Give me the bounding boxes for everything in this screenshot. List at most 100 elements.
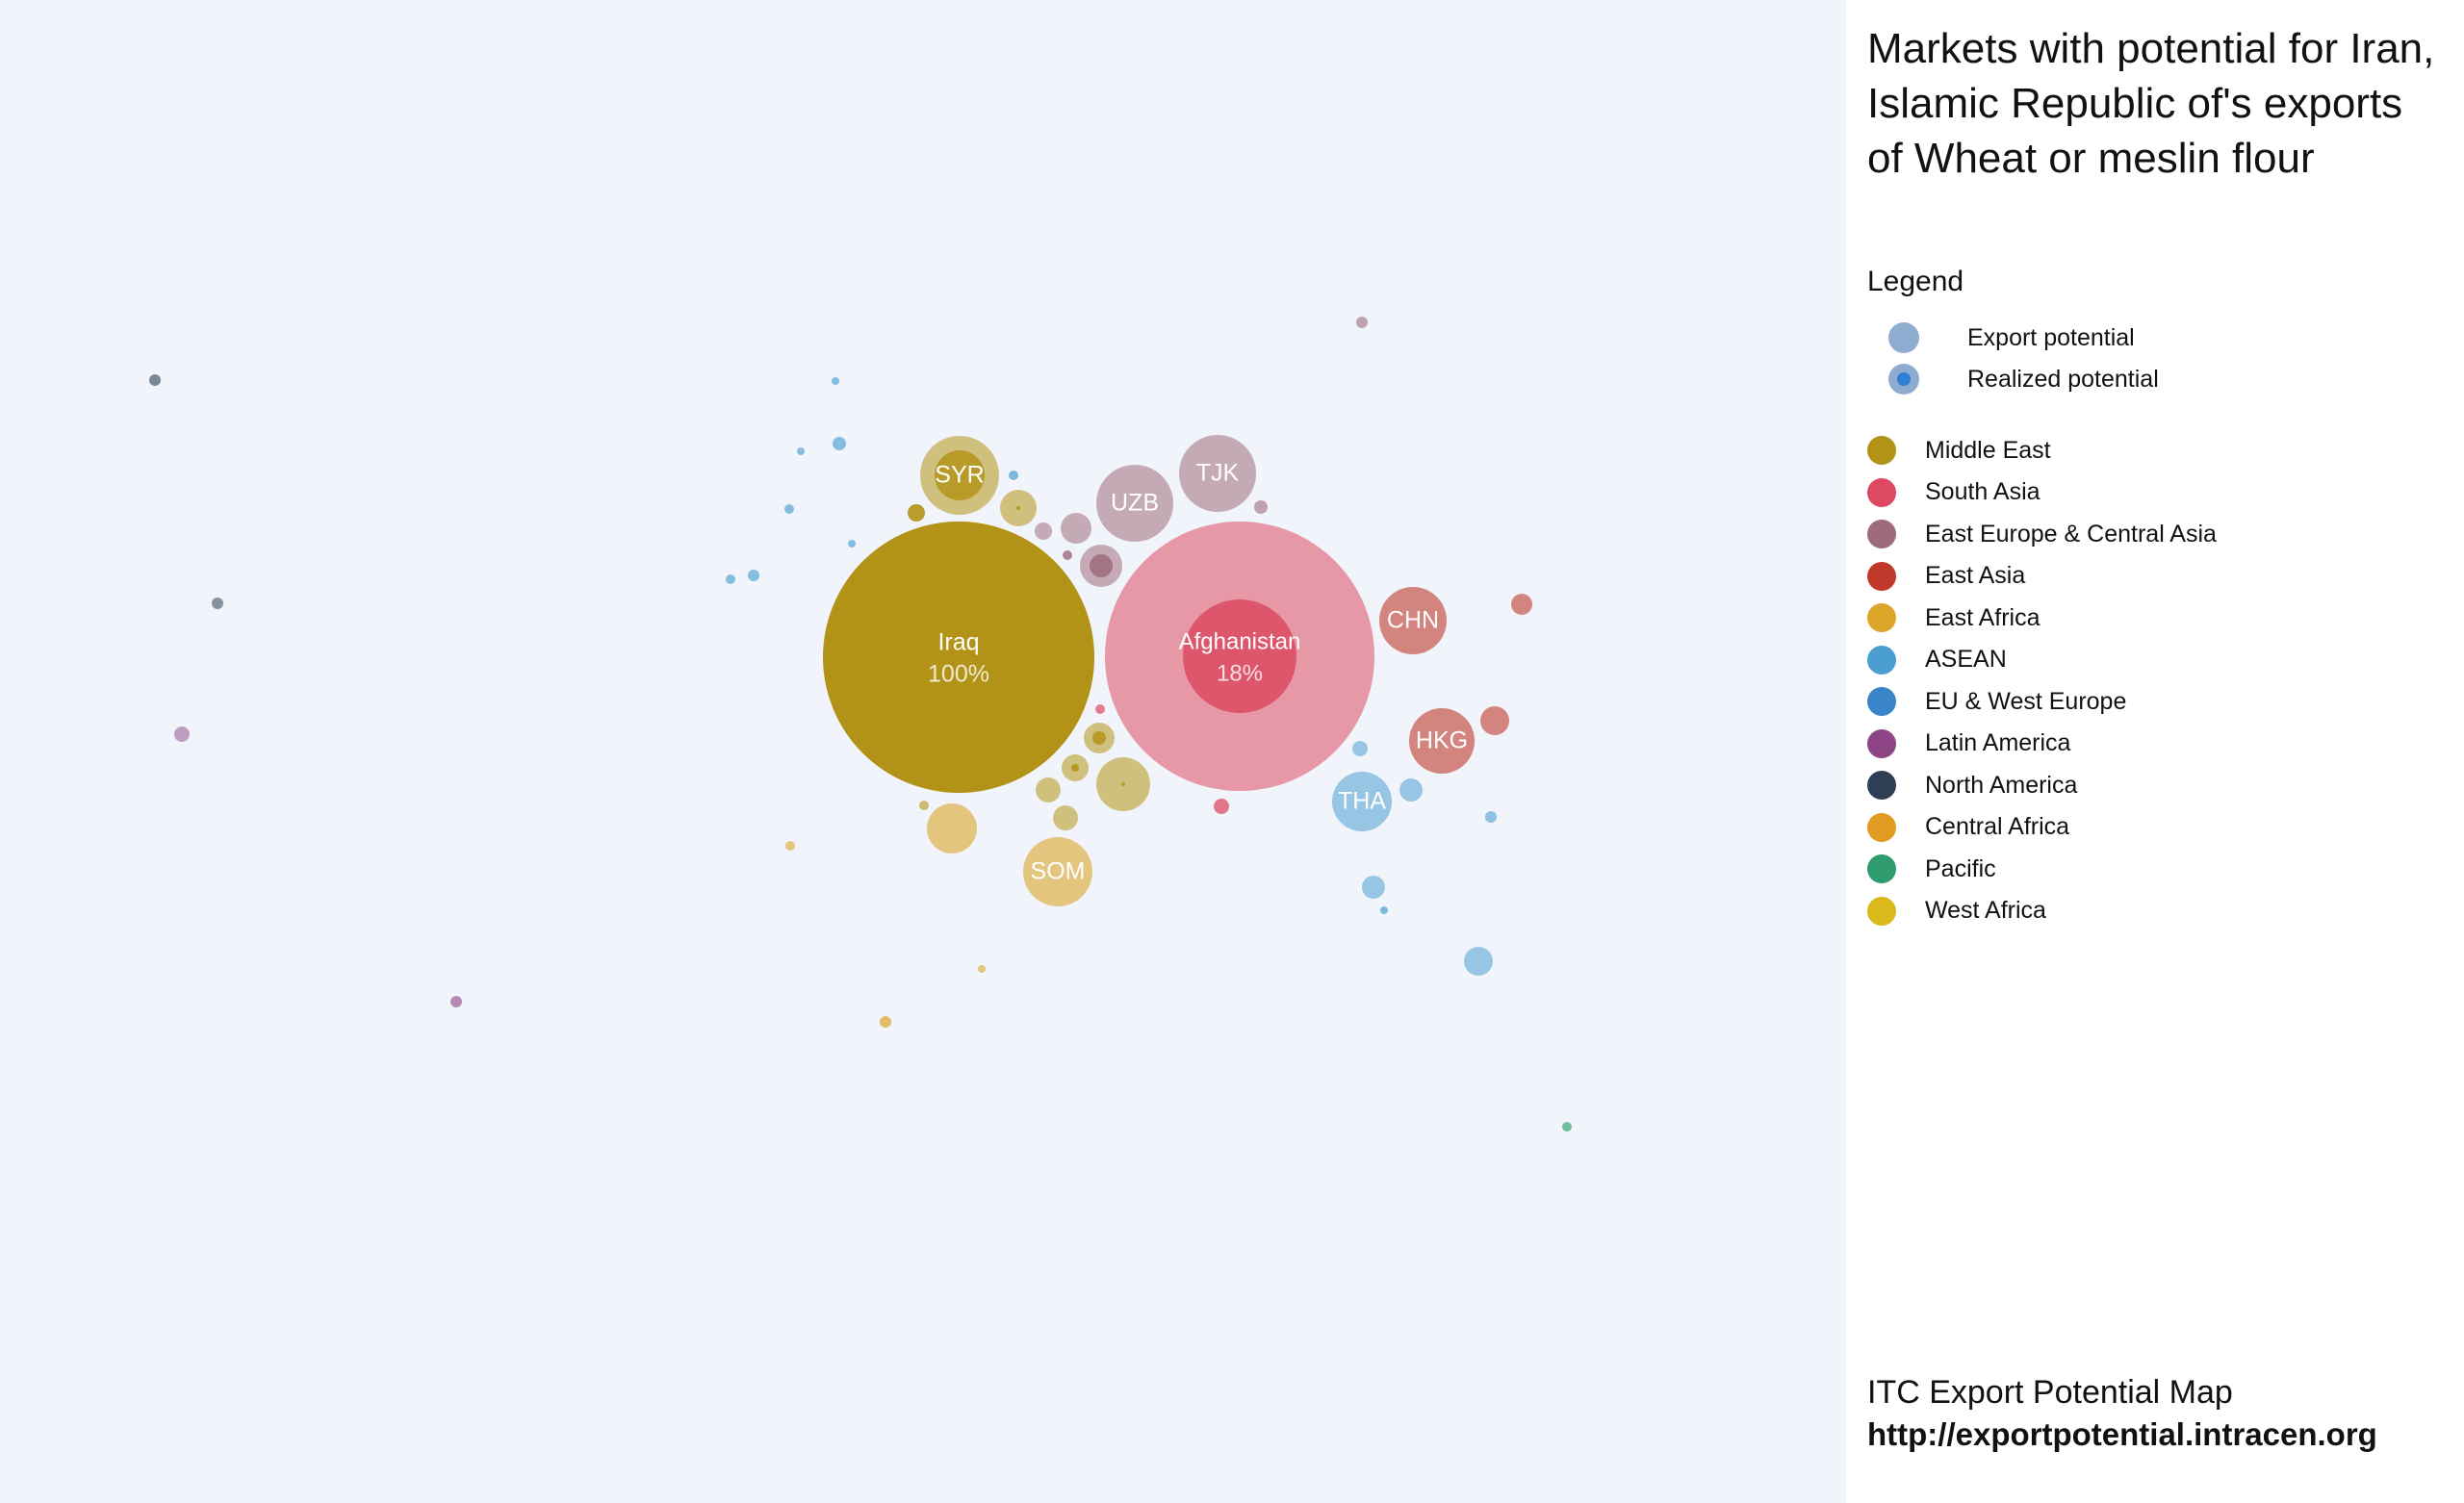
export-potential-icon [1888,322,1919,353]
market-bubble-som[interactable] [1023,837,1092,906]
legend-region-east-asia[interactable]: East Asia [1867,557,2025,596]
realized-potential-mark[interactable] [1121,782,1125,786]
legend-swatch [1867,645,1896,675]
legend-label: Realized potential [1967,365,2159,393]
legend-label: EU & West Europe [1925,687,2127,715]
realized-potential-mark[interactable] [1092,731,1106,745]
market-bubble-east-europe-central-asia[interactable] [1063,550,1072,560]
market-bubble-asean[interactable] [1352,741,1368,756]
legend-label: Latin America [1925,729,2071,756]
realized-potential-syr[interactable] [935,450,985,500]
legend-heading: Legend [1867,266,1964,297]
footer-source: ITC Export Potential Map [1867,1374,2233,1411]
market-bubble-middle-east[interactable] [908,504,925,522]
market-bubble-east-europe-central-asia[interactable] [1061,513,1091,544]
legend-export-potential: Export potential [1867,318,2135,357]
legend-region-east-africa[interactable]: East Africa [1867,599,2040,637]
bubble-label-syr: SYR [935,462,984,489]
legend-label: Central Africa [1925,813,2070,840]
market-bubble-middle-east[interactable] [919,801,929,810]
legend-region-middle-east[interactable]: Middle East [1867,431,2051,470]
legend-label: ASEAN [1925,646,2007,673]
legend-region-south-asia[interactable]: South Asia [1867,473,2040,512]
market-bubble-uzb[interactable] [1096,465,1173,542]
market-bubble-east-asia[interactable] [1480,706,1509,735]
market-bubble-hkg[interactable] [1409,708,1475,774]
market-bubble-middle-east[interactable] [1053,805,1078,830]
market-bubble-asean[interactable] [1362,876,1385,899]
bubble-label-afghanistan: Afghanistan [1179,628,1301,654]
market-bubble-asean[interactable] [1485,811,1497,823]
market-bubble-north-america[interactable] [149,374,161,386]
bubble-label-chn: CHN [1387,607,1439,634]
legend-label: North America [1925,771,2078,799]
market-bubble-pacific[interactable] [1562,1122,1572,1132]
bubble-percent-iraq: 100% [928,661,989,688]
legend-swatch [1867,896,1896,926]
realized-potential-afghanistan[interactable] [1183,599,1296,713]
legend-label: East Europe & Central Asia [1925,520,2217,548]
realized-potential-mark[interactable] [1071,764,1079,772]
realized-potential-mark[interactable] [1016,506,1020,510]
market-bubble-asean[interactable] [1009,471,1018,480]
market-bubble-east-africa[interactable] [785,841,795,851]
legend-region-west-africa[interactable]: West Africa [1867,892,2046,930]
bubble-label-uzb: UZB [1111,490,1159,517]
market-bubble-east-asia[interactable] [1511,594,1532,615]
market-bubble-east-europe-central-asia[interactable] [1035,522,1052,540]
market-bubble-asean[interactable] [1380,906,1388,914]
legend-region-eu-west-europe[interactable]: EU & West Europe [1867,682,2126,721]
market-bubble-asean[interactable] [1464,947,1493,976]
market-bubble-east-europe-central-asia[interactable] [1254,500,1268,514]
legend-region-asean[interactable]: ASEAN [1867,641,2007,679]
market-bubble-east-africa[interactable] [978,965,986,973]
market-bubble-iraq[interactable] [823,522,1094,793]
market-bubble-east-africa[interactable] [880,1016,891,1028]
market-bubble-asean[interactable] [848,540,856,548]
legend-swatch [1867,436,1896,465]
bubble-label-tha: THA [1338,788,1386,815]
bubble-chart: Iraq 100% Afghanistan 18% SYR UZB TJK CHN HKG THA… [149,317,1572,1132]
realized-potential-icon [1888,364,1919,395]
legend-region-pacific[interactable]: Pacific [1867,850,1996,888]
market-bubble-asean[interactable] [797,447,805,455]
market-bubble-chn[interactable] [1379,587,1447,654]
market-bubble-asean[interactable] [726,574,735,584]
market-bubble-south-asia[interactable] [1214,799,1229,814]
chart-title: Markets with potential for Iran, Islamic… [1867,25,2435,182]
market-bubble-tha[interactable] [1332,772,1392,831]
bubble-percent-afghanistan: 18% [1217,660,1263,686]
market-bubble-north-america[interactable] [212,598,223,609]
legend-swatch [1867,687,1896,716]
market-bubble-east-europe-central-asia[interactable] [1356,317,1368,328]
market-bubble-asean[interactable] [784,504,794,514]
legend-region-latin-america[interactable]: Latin America [1867,725,2070,763]
market-bubble-tjk[interactable] [1179,435,1256,512]
bubble-label-hkg: HKG [1416,727,1468,754]
legend-region-north-america[interactable]: North America [1867,766,2077,804]
bubble-chart-area: Iraq 100% Afghanistan 18% SYR UZB TJK CHN HKG THA… [149,317,1572,1132]
legend-label: Export potential [1967,323,2135,351]
market-bubble-latin-america[interactable] [174,726,190,742]
legend-label: Pacific [1925,854,1996,882]
legend-swatch [1867,854,1896,883]
legend-label: South Asia [1925,478,2040,505]
legend-region-central-africa[interactable]: Central Africa [1867,808,2069,847]
legend-swatch [1867,728,1896,758]
market-bubble-asean[interactable] [833,437,846,450]
market-bubble-south-asia[interactable] [1095,704,1105,714]
market-bubble-middle-east[interactable] [1036,777,1061,802]
footer-url[interactable]: http://exportpotential.intracen.org [1867,1416,2377,1452]
legend-swatch [1867,561,1896,591]
legend-swatch [1867,477,1896,507]
realized-potential-mark[interactable] [1090,554,1113,577]
market-bubble-asean[interactable] [748,570,759,581]
legend-swatch [1867,603,1896,632]
side-panel: Markets with potential for Iran, Islamic… [1846,0,2464,1503]
legend-region-east-europe-central-asia[interactable]: East Europe & Central Asia [1867,515,2217,553]
market-bubble-asean[interactable] [1399,778,1423,802]
market-bubble-asean[interactable] [832,377,839,385]
market-bubble-latin-america[interactable] [450,996,462,1007]
market-bubble-east-africa[interactable] [927,803,977,853]
legend-swatch [1867,771,1896,800]
